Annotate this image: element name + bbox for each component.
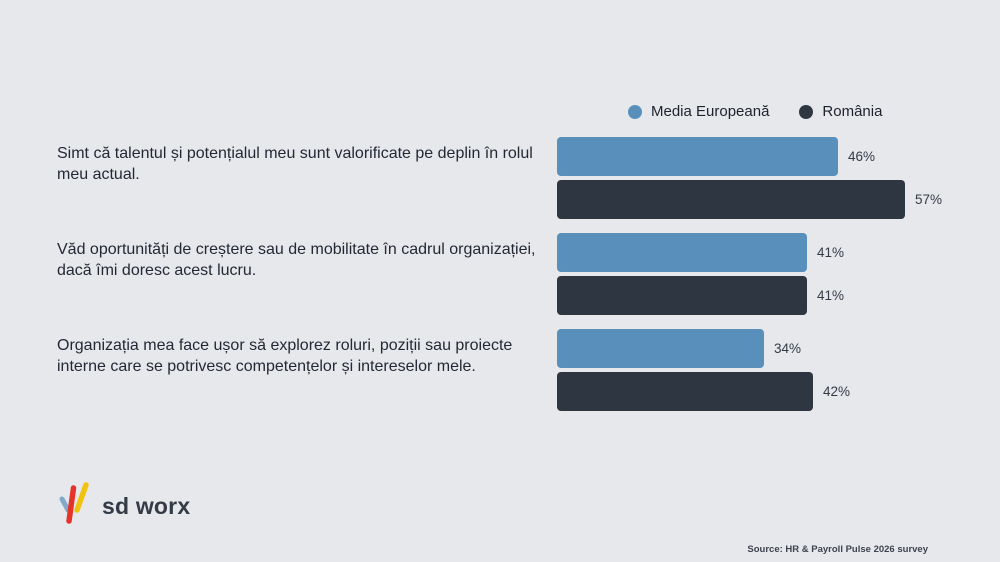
chart-group: Organizația mea face ușor să explorez ro… bbox=[0, 322, 1000, 418]
statement-label: Văd oportunități de creștere sau de mobi… bbox=[57, 241, 536, 279]
bar-value-label: 42% bbox=[823, 384, 851, 399]
source-note: Source: HR & Payroll Pulse 2026 survey bbox=[747, 544, 928, 555]
legend-dot-media-europeana-icon bbox=[628, 104, 642, 119]
bar-value-label: 46% bbox=[848, 149, 876, 164]
legend-item-romania: România bbox=[799, 103, 882, 120]
bar-romania bbox=[557, 372, 813, 411]
bar-value-label: 41% bbox=[817, 245, 845, 260]
chart-legend: Media Europeană România bbox=[628, 103, 882, 120]
sdworx-logo-text: sd worx bbox=[102, 492, 191, 519]
bar-value-label: 57% bbox=[915, 192, 943, 207]
statement-label: Organizația mea face ușor să explorez ro… bbox=[57, 337, 513, 375]
chart-group: Simt că talentul și potențialul meu sunt… bbox=[0, 130, 1000, 226]
legend-dot-romania-icon bbox=[799, 104, 814, 119]
bar-romania bbox=[557, 180, 905, 219]
bar-media-europeana bbox=[557, 233, 807, 272]
bar-media-europeana bbox=[557, 329, 764, 368]
legend-item-media-europeana: Media Europeană bbox=[628, 103, 769, 120]
legend-label-media-europeana: Media Europeană bbox=[651, 103, 770, 120]
bar-media-europeana bbox=[557, 137, 838, 176]
statement-label: Simt că talentul și potențialul meu sunt… bbox=[57, 145, 533, 183]
bar-value-label: 34% bbox=[774, 341, 802, 356]
sdworx-logo-icon bbox=[59, 482, 89, 524]
bar-value-label: 41% bbox=[817, 288, 845, 303]
legend-label-romania: România bbox=[822, 103, 883, 120]
sdworx-logo: sd worx bbox=[56, 480, 190, 526]
bar-romania bbox=[557, 276, 807, 315]
chart-group: Văd oportunități de creștere sau de mobi… bbox=[0, 226, 1000, 322]
